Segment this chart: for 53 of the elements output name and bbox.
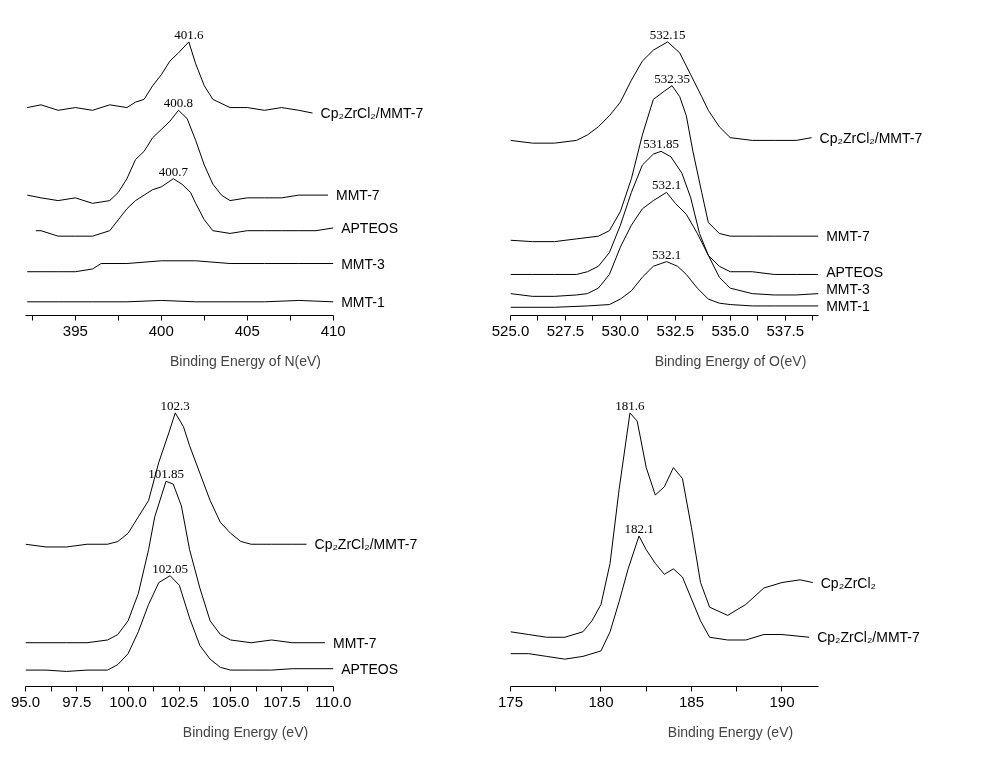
series-label: MMT-7	[332, 634, 377, 651]
x-tick-label: 100.0	[109, 692, 147, 710]
annotation: 182.1	[624, 521, 654, 537]
annotation: 101.85	[148, 466, 184, 482]
x-tick-label: 395	[62, 321, 88, 339]
x-tick-label: 527.5	[546, 321, 585, 339]
series-label: Cp₂ZrCl₂/MMT-7	[314, 536, 418, 553]
annotation: 181.6	[615, 397, 646, 413]
x-tick-label: 185	[678, 692, 705, 710]
series-label: MMT-1	[826, 297, 870, 314]
x-tick-label: 95.0	[10, 692, 41, 710]
series-label: APTEOS	[341, 219, 398, 236]
annotation: 102.05	[152, 560, 188, 576]
series-label: APTEOS	[341, 660, 398, 677]
series-label: MMT-7	[336, 187, 380, 204]
annotation: 401.6	[174, 26, 204, 42]
x-tick-label: 525.0	[491, 321, 530, 339]
x-axis-title: Binding Energy of O(eV)	[654, 352, 807, 369]
x-tick-label: 110.0	[314, 692, 352, 710]
series-label: MMT-7	[826, 228, 870, 245]
x-tick-label: 102.5	[160, 692, 199, 710]
series-label: Cp₂ZrCl₂/MMT-7	[320, 105, 424, 122]
annotation: 102.3	[160, 397, 190, 413]
x-tick-label: 537.5	[766, 321, 804, 339]
annotation: 532.1	[651, 246, 682, 262]
x-tick-label: 107.5	[263, 692, 301, 710]
x-tick-label: 530.0	[601, 321, 640, 339]
x-axis-title: Binding Energy of N(eV)	[170, 352, 321, 369]
annotation: 532.15	[649, 26, 686, 42]
x-axis-title: Binding Energy (eV)	[182, 723, 309, 740]
series-label: MMT-3	[341, 255, 385, 272]
x-tick-label: 535.0	[711, 321, 750, 339]
x-tick-label: 400	[148, 321, 174, 339]
series-label: MMT-1	[341, 293, 385, 310]
series-label: Cp₂ZrCl₂/MMT-7	[817, 629, 920, 646]
x-tick-label: 105.0	[211, 692, 250, 710]
annotation: 531.85	[643, 136, 679, 152]
series-label: Cp₂ZrCl₂	[820, 574, 876, 591]
annotation: 532.35	[654, 70, 690, 86]
x-tick-label: 180	[588, 692, 614, 710]
series-label: Cp₂ZrCl₂/MMT-7	[819, 129, 923, 146]
x-tick-label: 410	[320, 321, 346, 339]
annotation: 400.7	[158, 163, 189, 179]
x-axis-title: Binding Energy (eV)	[667, 723, 794, 740]
annotation: 532.1	[651, 177, 682, 193]
series-label: APTEOS	[826, 263, 883, 280]
x-tick-label: 190	[769, 692, 795, 710]
x-tick-label: 97.5	[62, 692, 92, 710]
series-label: MMT-3	[826, 280, 870, 297]
annotation: 400.8	[163, 95, 194, 111]
x-tick-label: 532.5	[656, 321, 695, 339]
x-tick-label: 175	[497, 692, 524, 710]
x-tick-label: 405	[234, 321, 260, 339]
